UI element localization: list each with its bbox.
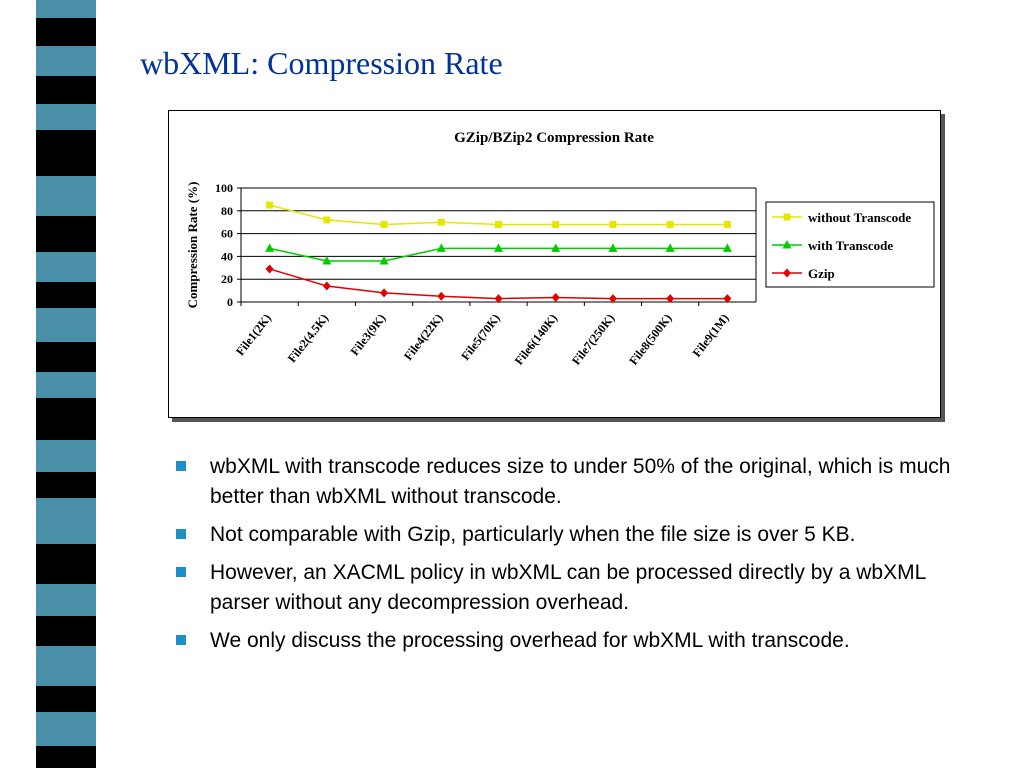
series-group xyxy=(265,243,732,265)
stripe-block xyxy=(36,176,96,217)
stripe-block xyxy=(36,216,96,253)
bullet-text: However, an XACML policy in wbXML can be… xyxy=(210,561,926,614)
bullet-text: We only discuss the processing overhead … xyxy=(210,629,850,652)
chart-legend: without Transcode with Transcode Gzip xyxy=(765,201,935,288)
y-tick-label: 80 xyxy=(221,204,233,218)
stripe-block xyxy=(36,686,96,713)
series-point xyxy=(552,220,560,228)
chart-container: GZip/BZip2 Compression Rate Compression R… xyxy=(168,110,941,418)
bullet-item: Not comparable with Gzip, particularly w… xyxy=(170,520,970,550)
x-tick-label: File4(22K) xyxy=(401,311,446,363)
bullet-item: However, an XACML policy in wbXML can be… xyxy=(170,558,970,618)
bullet-square-icon xyxy=(176,567,186,577)
series-point xyxy=(322,281,331,291)
y-tick-label: 20 xyxy=(221,272,233,286)
stripe-block xyxy=(36,498,96,545)
x-tick-label: File1(2K) xyxy=(233,311,274,358)
chart-title: GZip/BZip2 Compression Rate xyxy=(454,130,654,146)
y-tick-label: 0 xyxy=(227,295,233,309)
y-tick-label: 40 xyxy=(221,249,233,263)
series-point xyxy=(783,268,791,278)
y-tick-label: 100 xyxy=(215,181,233,195)
legend-label: without Transcode xyxy=(808,210,911,225)
bullet-text: wbXML with transcode reduces size to und… xyxy=(210,455,951,508)
series-point xyxy=(437,218,445,226)
series-point xyxy=(782,240,792,249)
x-tick-label: File3(9K) xyxy=(347,311,388,358)
series-point xyxy=(666,220,674,228)
series-point xyxy=(666,294,675,304)
stripe-block xyxy=(36,0,96,19)
x-tick-label: File7(250K) xyxy=(569,311,617,367)
series-point xyxy=(323,216,331,224)
stripe-block xyxy=(36,472,96,499)
bullet-text: Not comparable with Gzip, particularly w… xyxy=(210,523,856,546)
stripe-block xyxy=(36,104,96,131)
stripe-block xyxy=(36,372,96,399)
stripe-block xyxy=(36,18,96,47)
series-point xyxy=(379,255,389,265)
series-point xyxy=(437,291,446,301)
series-point xyxy=(322,255,332,265)
series-point xyxy=(495,220,502,228)
y-tick-label: 60 xyxy=(221,227,233,241)
stripe-block xyxy=(36,342,96,373)
bullet-item: We only discuss the processing overhead … xyxy=(170,626,970,656)
series-point xyxy=(608,243,618,252)
series-point xyxy=(665,243,675,252)
bullet-square-icon xyxy=(176,529,186,539)
series-point xyxy=(494,294,503,304)
series-point xyxy=(266,201,274,209)
series-point xyxy=(551,292,560,302)
compression-rate-chart: GZip/BZip2 Compression Rate Compression R… xyxy=(185,130,935,368)
y-axis-label: Compression Rate (%) xyxy=(185,182,200,309)
legend-label: Gzip xyxy=(808,266,835,281)
stripe-block xyxy=(36,544,96,585)
x-tick-label: File2(4.5K) xyxy=(285,311,332,365)
stripe-block xyxy=(36,130,96,177)
series-point xyxy=(265,264,274,274)
stripe-block xyxy=(36,398,96,441)
stripe-block xyxy=(36,46,96,77)
series-point xyxy=(723,220,731,228)
series-group xyxy=(266,201,731,228)
series-point xyxy=(783,213,791,221)
series-point xyxy=(265,243,275,252)
bullet-item: wbXML with transcode reduces size to und… xyxy=(170,452,970,512)
stripe-block xyxy=(36,282,96,309)
stripe-block xyxy=(36,308,96,343)
x-tick-label: File8(500K) xyxy=(626,311,674,367)
series-point xyxy=(436,243,446,252)
bullet-list: wbXML with transcode reduces size to und… xyxy=(170,452,970,664)
series-group xyxy=(265,264,732,304)
series-point xyxy=(551,243,561,252)
bullet-square-icon xyxy=(176,461,186,471)
stripe-block xyxy=(36,76,96,105)
series-point xyxy=(722,243,732,252)
stripe-block xyxy=(36,440,96,473)
series-point xyxy=(380,288,389,298)
x-tick-label: File5(70K) xyxy=(458,311,503,363)
bullet-square-icon xyxy=(176,635,186,645)
stripe-block xyxy=(36,252,96,283)
stripe-block xyxy=(36,646,96,687)
slide-title: wbXML: Compression Rate xyxy=(140,45,503,81)
stripe-block xyxy=(36,712,96,747)
series-point xyxy=(380,220,388,228)
series-point xyxy=(608,294,617,304)
stripe-block xyxy=(36,584,96,617)
series-point xyxy=(494,243,503,252)
decorative-stripe xyxy=(36,0,96,768)
x-tick-label: File9(1M) xyxy=(690,311,732,360)
x-tick-label: File6(140K) xyxy=(512,311,560,367)
legend-label: with Transcode xyxy=(808,238,893,253)
series-point xyxy=(723,294,732,304)
stripe-block xyxy=(36,616,96,647)
series-point xyxy=(609,220,617,228)
stripe-block xyxy=(36,746,96,768)
